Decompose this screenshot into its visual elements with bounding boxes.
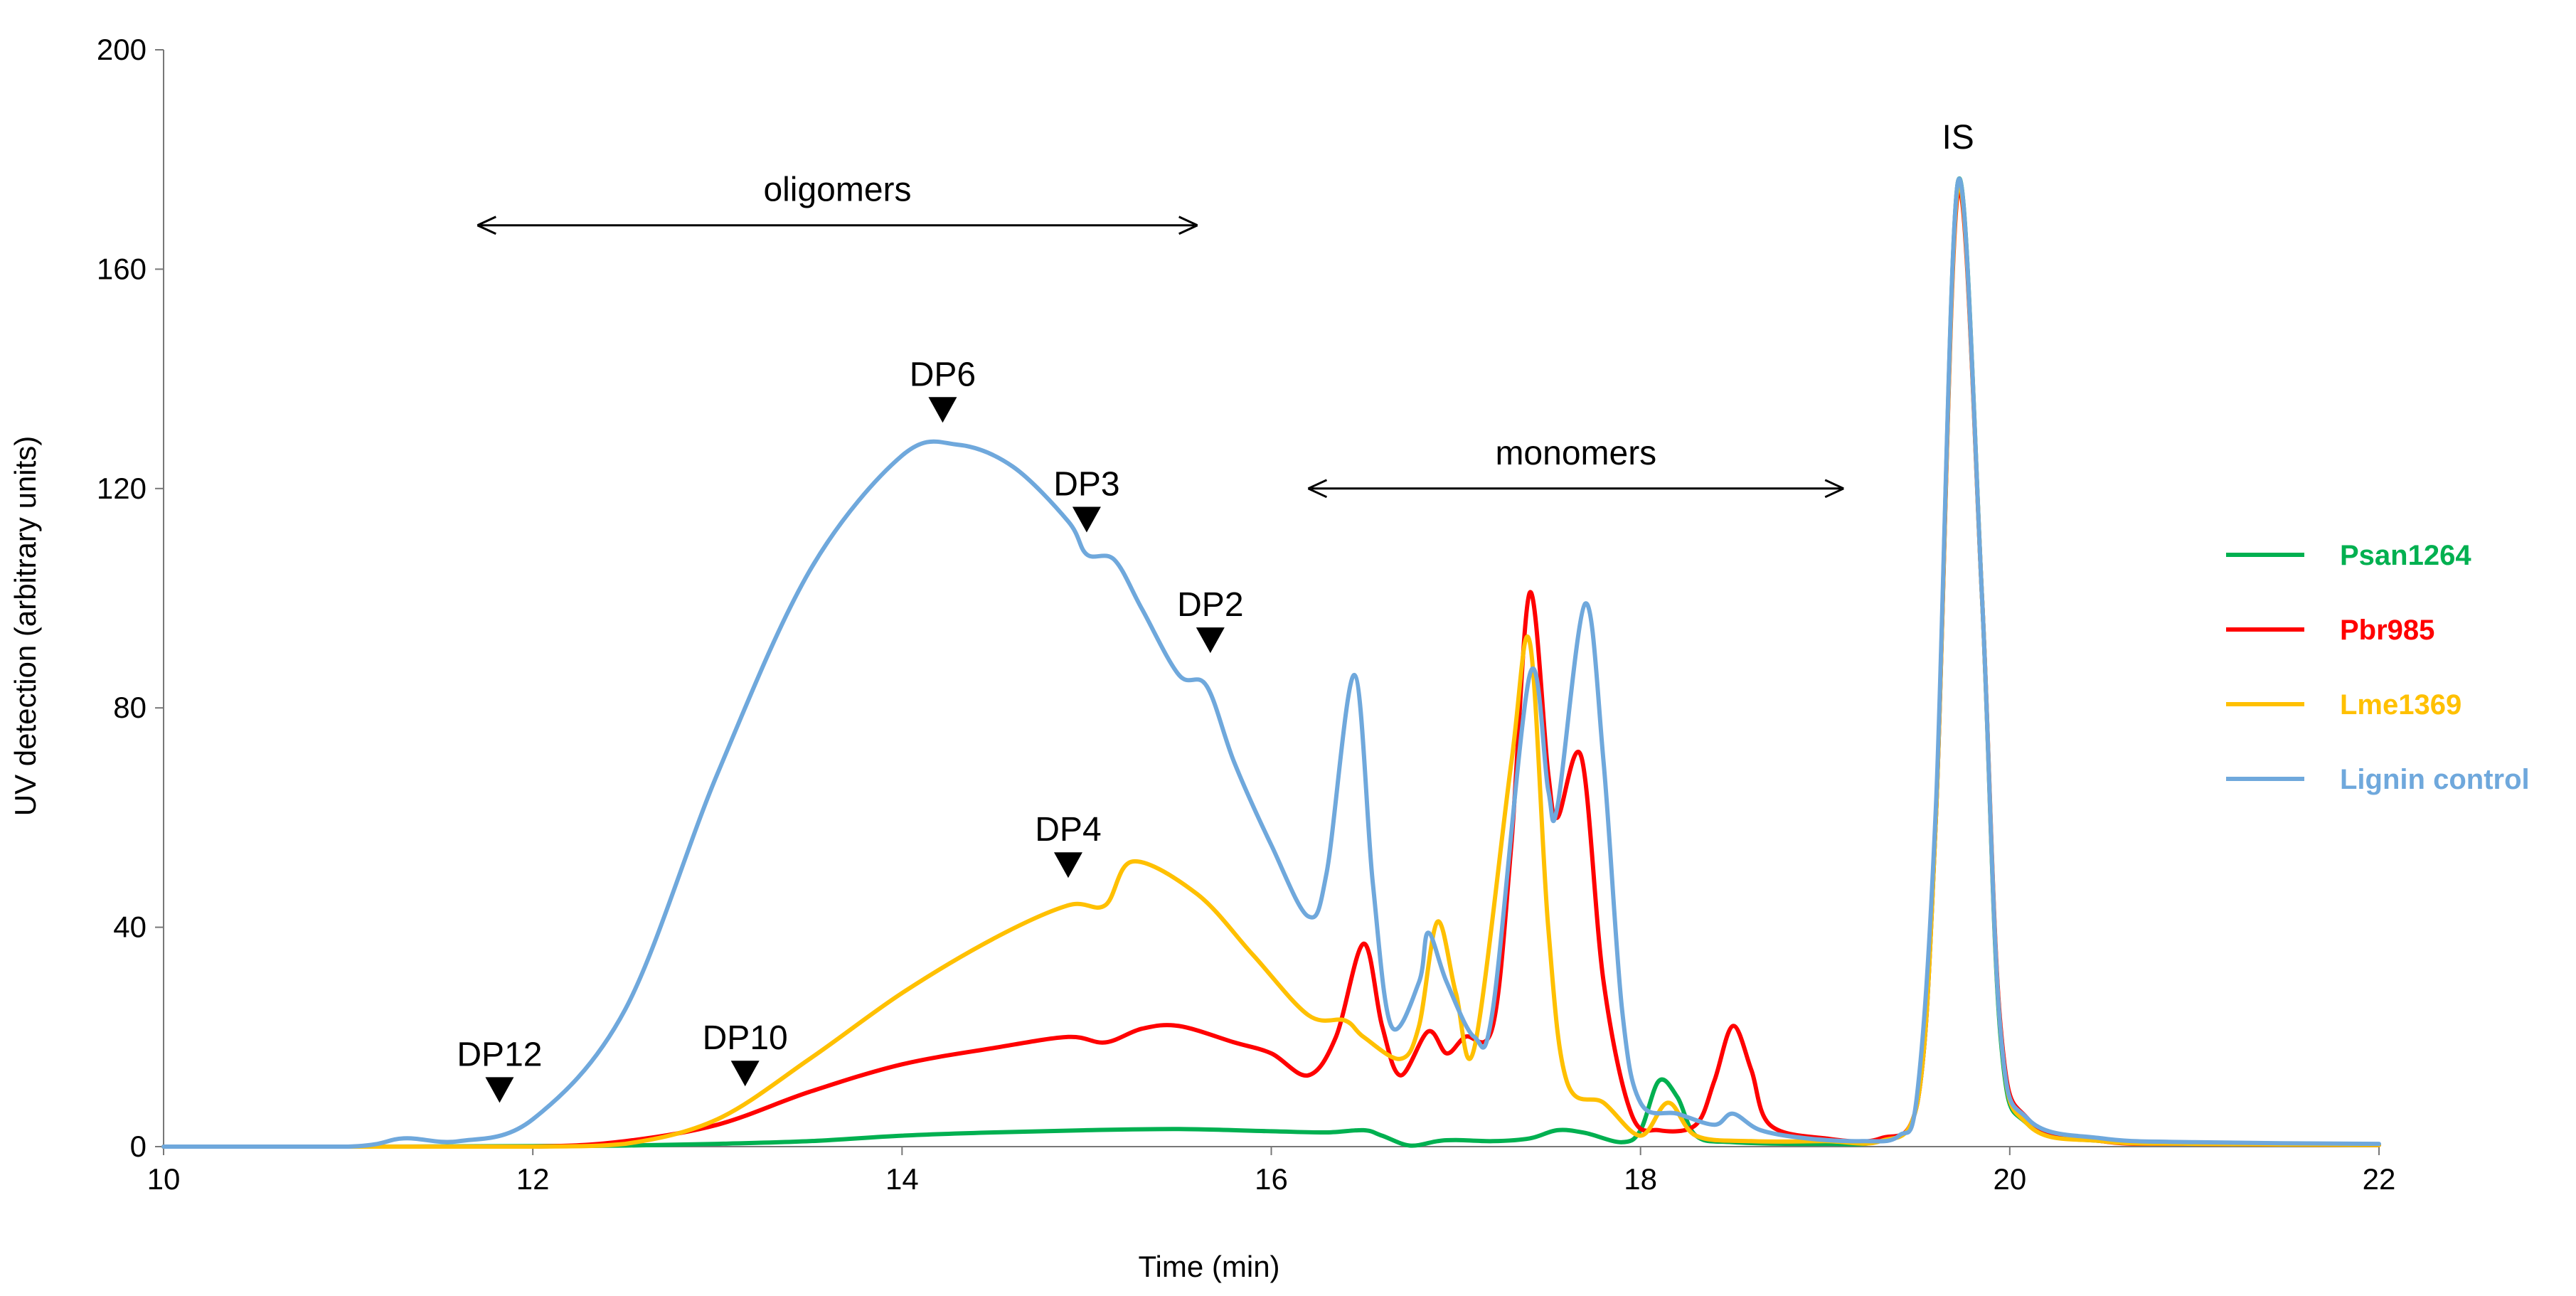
series-line-pbr985 <box>161 187 2381 1149</box>
x-tick-label: 22 <box>2363 1162 2396 1196</box>
peak-label: DP3 <box>1053 465 1119 503</box>
x-tick-label: 14 <box>885 1162 919 1196</box>
peak-marker-icon <box>485 1077 514 1103</box>
is-label: IS <box>1942 119 1974 156</box>
range-label: monomers <box>1495 435 1656 472</box>
y-tick-label: 200 <box>97 33 147 66</box>
legend-label: Psan1264 <box>2340 540 2471 571</box>
legend: Psan1264 Pbr985 Lme1369 Lignin control <box>2226 540 2530 795</box>
series-line-lignin-control <box>161 176 2381 1149</box>
peak-label: DP4 <box>1035 811 1101 849</box>
y-axis: 0 40 80 120 160 200 <box>97 33 164 1163</box>
series-line-lme1369 <box>161 182 2381 1149</box>
x-tick-label: 20 <box>1993 1162 2026 1196</box>
peak-marker-icon <box>1072 506 1101 533</box>
peak-marker-icon <box>928 397 957 423</box>
range-label: oligomers <box>763 171 911 209</box>
peak-marker-icon <box>1053 852 1082 878</box>
arrow-right-icon <box>1178 216 1198 235</box>
arrow-left-icon <box>477 216 496 235</box>
x-tick-label: 12 <box>516 1162 550 1196</box>
x-axis-title: Time (min) <box>1138 1250 1279 1283</box>
legend-label: Pbr985 <box>2340 615 2434 646</box>
peak-marker-icon <box>1196 627 1225 654</box>
series-lines <box>161 176 2381 1149</box>
y-tick-label: 120 <box>97 472 147 505</box>
y-tick-label: 40 <box>113 910 147 944</box>
y-axis-title: UV detection (arbitrary units) <box>9 436 42 817</box>
peak-label: DP10 <box>703 1019 788 1057</box>
legend-label: Lme1369 <box>2340 689 2461 721</box>
series-line-psan1264 <box>161 176 2381 1149</box>
peak-label: DP12 <box>457 1036 542 1073</box>
x-tick-label: 16 <box>1255 1162 1288 1196</box>
y-tick-label: 80 <box>113 691 147 724</box>
y-tick-label: 0 <box>130 1130 147 1163</box>
peak-marker-icon <box>730 1061 760 1087</box>
peak-label: DP2 <box>1177 586 1243 624</box>
arrow-left-icon <box>1307 479 1328 499</box>
peak-label: DP6 <box>910 356 976 393</box>
y-tick-label: 160 <box>97 252 147 285</box>
x-tick-label: 18 <box>1624 1162 1657 1196</box>
x-axis: 10 12 14 16 18 20 22 <box>147 1146 2396 1196</box>
annotations: DP12 DP10 DP6 DP4 DP3 DP2 IS oligomers monomers <box>457 119 1974 1103</box>
legend-label: Lignin control <box>2340 764 2530 795</box>
arrow-right-icon <box>1824 479 1844 499</box>
x-tick-label: 10 <box>147 1162 181 1196</box>
